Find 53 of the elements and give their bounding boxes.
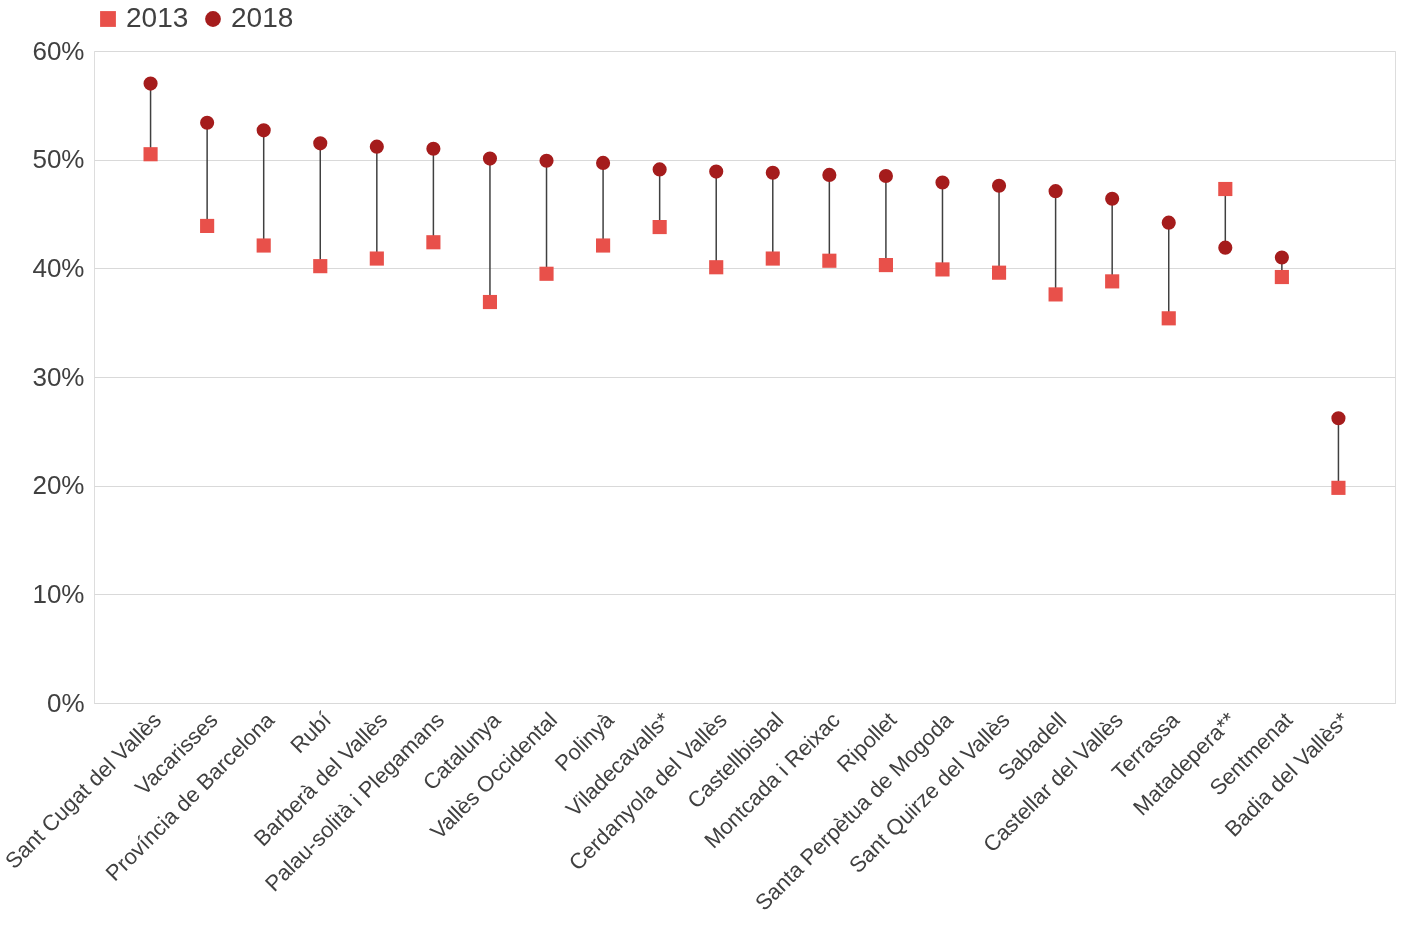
point [709,164,724,179]
point [482,294,498,310]
point [143,147,158,162]
point [1274,250,1289,265]
y-tick-label: 10% [32,578,85,609]
point [596,238,611,253]
point [935,175,950,190]
point [765,165,780,180]
point [539,153,554,168]
point [313,136,328,151]
point [991,178,1007,193]
point [1161,311,1176,326]
y-tick-label: 50% [32,144,85,175]
point [596,155,611,170]
y-tick-label: 0% [46,687,85,718]
point [426,235,441,250]
point [426,141,441,156]
point [822,167,837,182]
point [878,168,893,184]
point [1105,274,1120,289]
point [765,251,780,266]
point [652,162,667,177]
point [991,265,1007,280]
point [822,253,837,268]
point [1331,480,1346,495]
point [652,219,667,235]
point [256,123,271,138]
legend-label: 2018 [231,2,294,33]
point [200,115,215,130]
point [200,218,215,234]
point [369,139,384,154]
point [1218,240,1233,255]
point [1161,215,1176,230]
point [878,258,893,273]
y-tick-label: 60% [32,35,85,66]
point [313,259,328,274]
point [482,151,498,166]
point [1218,181,1233,197]
legend-label: 2013 [126,2,189,33]
point [369,251,384,266]
point [539,266,554,281]
y-tick-label: 30% [32,361,85,392]
point [1331,411,1346,426]
point [1048,184,1063,199]
point [143,76,158,91]
y-tick-label: 20% [32,470,85,501]
point [1105,191,1120,206]
point [1048,287,1063,302]
point [1274,269,1289,285]
y-tick-label: 40% [32,252,85,283]
point [709,260,724,275]
point [935,262,950,277]
point [256,238,271,253]
